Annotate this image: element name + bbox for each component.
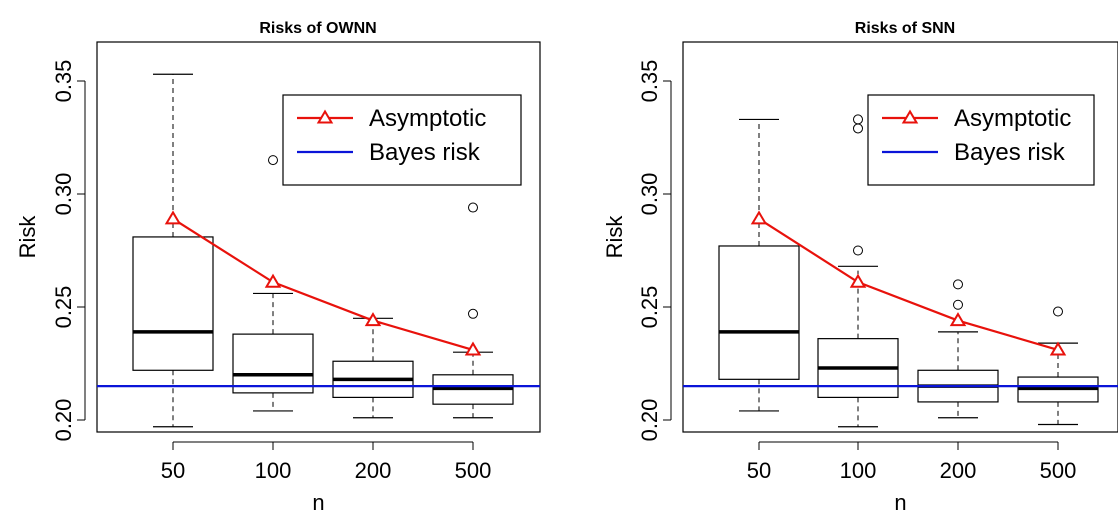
plot-area (683, 114, 1118, 428)
x-axis-title: n (894, 490, 906, 515)
y-tick-label: 0.35 (51, 60, 76, 103)
chart-panel-2: Risks of SNN 0.20 0.25 0.30 0.35 Risk 50 100 200… (602, 20, 1118, 515)
outlier-point (853, 123, 863, 134)
y-tick-label: 0.30 (51, 173, 76, 216)
y-axis-title: Risk (15, 215, 40, 259)
asymptotic-point (849, 273, 867, 288)
asymptotic-point (464, 341, 482, 356)
x-tick-label: 50 (747, 458, 771, 483)
asymptotic-point (264, 273, 282, 288)
legend-label-asymptotic: Asymptotic (369, 105, 486, 132)
legend-label-bayes-risk: Bayes risk (954, 139, 1066, 166)
asymptotic-line (758, 217, 1059, 351)
legend: Asymptotic Bayes risk (867, 94, 1095, 186)
x-tick-label: 500 (1040, 458, 1077, 483)
x-tick-label: 200 (940, 458, 977, 483)
outlier-point (268, 155, 278, 166)
y-tick-label: 0.35 (637, 60, 662, 103)
chart-title: Risks of OWNN (259, 20, 376, 37)
box-iqr (232, 333, 314, 394)
box-100 (817, 114, 899, 428)
legend-box (282, 94, 522, 186)
box-100 (232, 155, 314, 412)
outlier-point (468, 308, 478, 319)
plot-frame (682, 41, 1118, 433)
legend-label-asymptotic: Asymptotic (954, 105, 1071, 132)
box-500 (432, 202, 514, 419)
asymptotic-point (750, 210, 768, 225)
asymptotic-point (1049, 341, 1067, 356)
y-tick-label: 0.25 (637, 286, 662, 329)
legend-box (867, 94, 1095, 186)
chart-panel-1: Risks of OWNN 0.20 0.25 0.30 0.35 Risk 50 100 20… (15, 20, 541, 515)
outlier-point (853, 114, 863, 125)
outlier-point (468, 202, 478, 213)
box-200 (917, 279, 999, 419)
asymptotic-point (949, 312, 967, 327)
x-tick-label: 200 (355, 458, 392, 483)
x-tick-label: 100 (840, 458, 877, 483)
legend-marker-asymptotic (316, 109, 334, 124)
box-iqr (132, 236, 214, 371)
box-200 (332, 317, 414, 419)
box-500 (1017, 306, 1099, 426)
x-tick-label: 50 (161, 458, 185, 483)
y-tick-label: 0.20 (51, 399, 76, 442)
x-tick-label: 500 (455, 458, 492, 483)
chart-title: Risks of SNN (855, 20, 955, 37)
box-iqr (718, 245, 800, 380)
outlier-point (953, 279, 963, 290)
y-axis-title: Risk (602, 215, 627, 259)
plot-frame (96, 41, 541, 433)
y-tick-label: 0.30 (637, 173, 662, 216)
box-50 (132, 73, 214, 428)
asymptotic-line (172, 217, 474, 351)
outlier-point (953, 299, 963, 310)
y-tick-label: 0.20 (637, 399, 662, 442)
box-50 (718, 118, 800, 412)
outlier-point (853, 245, 863, 256)
asymptotic-point (164, 210, 182, 225)
outlier-point (1053, 306, 1063, 317)
plot-area (97, 73, 540, 428)
asymptotic-point (364, 312, 382, 327)
x-axis-title: n (312, 490, 324, 515)
legend-label-bayes-risk: Bayes risk (369, 139, 481, 166)
legend: Asymptotic Bayes risk (282, 94, 522, 186)
y-tick-label: 0.25 (51, 286, 76, 329)
x-tick-label: 100 (255, 458, 292, 483)
legend-marker-asymptotic (901, 109, 919, 124)
